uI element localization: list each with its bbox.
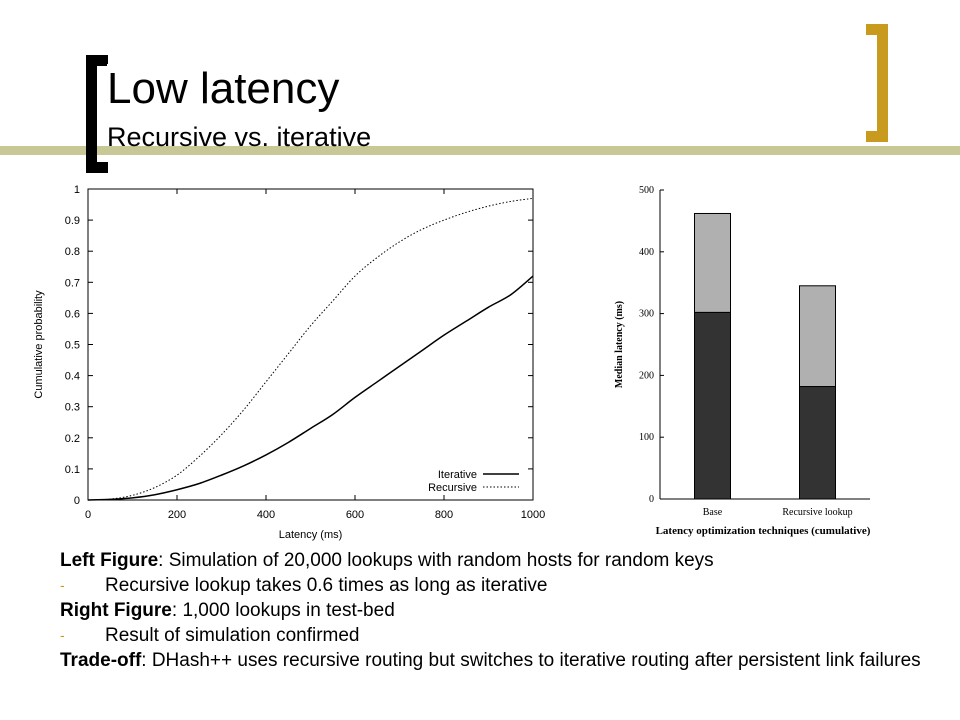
y-tick-label: 300 (639, 309, 654, 320)
slide-subtitle: Recursive vs. iterative (107, 122, 372, 152)
y-tick-label: 0.8 (65, 246, 80, 258)
legend-label: Iterative (438, 469, 477, 481)
bullet-dash: - (60, 627, 65, 643)
slide-title: Low latency (107, 64, 344, 114)
caption-left-label: Left Figure (60, 550, 159, 571)
bar-upper-segment (799, 285, 836, 388)
caption-tradeoff-text: : DHash++ uses recursive routing but swi… (141, 650, 921, 671)
caption-right-text: : 1,000 lookups in test-bed (171, 600, 395, 621)
x-axis-label: Latency optimization techniques (cumulat… (656, 525, 871, 537)
plot-frame (87, 188, 534, 501)
x-tick-label: 1000 (521, 509, 545, 521)
y-tick-label: 0.4 (65, 371, 80, 383)
y-tick-label: 100 (639, 432, 654, 443)
title-accent-line (0, 146, 960, 155)
y-tick-label: 0.3 (65, 402, 80, 414)
x-tick-label: 400 (257, 509, 275, 521)
y-tick-label: 400 (639, 247, 654, 258)
x-tick-label: 200 (168, 509, 186, 521)
caption-left-point-text: Recursive lookup takes 0.6 times as long… (105, 575, 548, 596)
x-tick-label: 0 (85, 509, 91, 521)
bar-lower-segment (694, 311, 731, 500)
caption-left-figure: Left Figure: Simulation of 20,000 lookup… (60, 548, 940, 573)
caption-tradeoff-label: Trade-off (60, 650, 142, 671)
x-tick-label: 600 (346, 509, 364, 521)
bar-lower-segment (799, 386, 836, 500)
y-axis-label: Cumulative probability (33, 290, 45, 399)
y-tick-label: 500 (639, 185, 654, 196)
y-tick-label: 1 (74, 184, 80, 196)
y-tick-label: 0.7 (65, 277, 80, 289)
x-tick-label: Base (703, 507, 723, 518)
y-tick-label: 0 (74, 495, 80, 507)
caption-right-point-text: Result of simulation confirmed (105, 625, 360, 646)
x-axis-label: Latency (ms) (279, 529, 343, 541)
x-tick-label: 800 (435, 509, 453, 521)
y-tick-label: 0.9 (65, 215, 80, 227)
y-axis-label: Median latency (ms) (614, 301, 625, 388)
bullet-dash: - (60, 577, 65, 593)
caption-text: Left Figure: Simulation of 20,000 lookup… (60, 548, 940, 673)
caption-tradeoff: Trade-off: DHash++ uses recursive routin… (60, 648, 940, 673)
right-bracket-decoration (866, 24, 888, 142)
legend-label: Recursive (428, 482, 477, 494)
y-tick-label: 0.6 (65, 308, 80, 320)
caption-left-text: : Simulation of 20,000 lookups with rand… (158, 550, 714, 571)
series-line-recursive (87, 197, 534, 501)
caption-right-point: - Result of simulation confirmed (60, 623, 940, 648)
y-tick-label: 0.5 (65, 340, 80, 352)
stacked-bar-chart: 0 100 200 300 400 500 Median latency (ms) Laten… (614, 185, 871, 537)
cdf-line-chart: 0 0.1 0.2 0.3 0.4 0.5 0.6 0.7 0.8 0.9 1 0 200 400 600 8… (33, 184, 545, 541)
y-tick-label: 0 (649, 494, 654, 505)
y-tick-label: 200 (639, 370, 654, 381)
y-tick-label: 0.1 (65, 464, 80, 476)
caption-right-figure: Right Figure: 1,000 lookups in test-bed (60, 598, 940, 623)
bar-upper-segment (694, 212, 731, 313)
series-line-iterative (87, 275, 534, 501)
caption-left-point: - Recursive lookup takes 0.6 times as lon… (60, 573, 940, 598)
x-tick-label: Recursive lookup (782, 507, 852, 518)
left-bracket-decoration (86, 55, 108, 173)
y-tick-label: 0.2 (65, 433, 80, 445)
caption-right-label: Right Figure (60, 600, 172, 621)
